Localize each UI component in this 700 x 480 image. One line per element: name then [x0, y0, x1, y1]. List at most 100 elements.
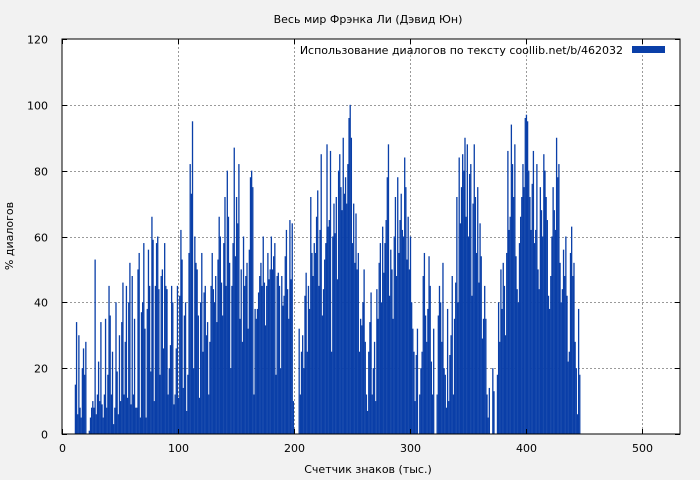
bar [501, 308, 503, 434]
plot-frame [61, 38, 681, 435]
bar [355, 213, 357, 434]
bar [424, 315, 427, 434]
bar [394, 197, 397, 434]
bar [369, 322, 371, 434]
bar [539, 187, 542, 435]
bar [108, 285, 110, 435]
bar [427, 308, 429, 434]
bar [238, 164, 240, 434]
bar [558, 164, 560, 434]
bar [304, 295, 306, 434]
bar [110, 394, 113, 434]
bar [399, 220, 401, 434]
bar [350, 137, 353, 434]
bar [348, 118, 350, 434]
bar [254, 308, 256, 434]
bar [284, 256, 286, 434]
bar [528, 170, 530, 435]
bar [467, 236, 470, 434]
bar [107, 374, 109, 434]
bar [155, 243, 158, 434]
bar [79, 407, 81, 434]
bar [482, 318, 485, 434]
bar [478, 282, 480, 434]
bar [535, 229, 537, 434]
bar [190, 193, 193, 434]
bar [496, 374, 499, 434]
bar [419, 394, 421, 434]
bar [82, 348, 85, 434]
bar [327, 226, 329, 435]
bar [510, 124, 513, 434]
bar [479, 223, 481, 434]
bar [384, 243, 386, 434]
bar [514, 144, 516, 434]
bar [540, 210, 543, 434]
bar [503, 285, 506, 435]
bar [517, 302, 519, 434]
bar [253, 394, 255, 434]
bar [430, 361, 433, 434]
bar [99, 401, 101, 434]
bar [383, 272, 385, 434]
bar [463, 170, 465, 435]
bar [271, 269, 274, 434]
bar [247, 328, 249, 434]
bar [475, 252, 478, 434]
bar [227, 216, 230, 434]
bar [492, 368, 494, 434]
bar [537, 269, 539, 434]
bar [269, 269, 271, 434]
bar [317, 190, 319, 434]
bar [264, 325, 267, 435]
bar [466, 144, 468, 434]
bar [205, 335, 208, 434]
bar [117, 414, 119, 434]
bar [119, 401, 122, 434]
bar [114, 407, 116, 434]
bar [474, 197, 477, 434]
bar [177, 397, 180, 434]
bar [522, 164, 524, 434]
bar [481, 338, 484, 434]
bar [416, 328, 419, 434]
bar [270, 236, 273, 434]
x-tick-label: 300 [400, 442, 421, 455]
bar [433, 328, 435, 434]
bar [546, 220, 548, 434]
bar [568, 351, 570, 434]
bar [273, 256, 275, 434]
bar [191, 121, 194, 434]
bar [564, 276, 566, 434]
bar [334, 233, 336, 434]
bar [359, 318, 362, 434]
bar [137, 269, 139, 434]
bar [180, 229, 182, 434]
x-tick-label: 100 [168, 442, 189, 455]
bar [484, 285, 486, 435]
bar [516, 289, 518, 434]
bar [219, 236, 221, 434]
bar [406, 259, 408, 434]
bar [573, 262, 575, 434]
bar [413, 351, 415, 434]
bar [159, 374, 161, 434]
bar [136, 407, 138, 434]
bar [398, 252, 400, 434]
bar [255, 318, 257, 434]
bar [452, 394, 455, 434]
bar [341, 210, 343, 434]
bar [196, 269, 198, 434]
bar [552, 187, 554, 435]
bar [443, 368, 445, 434]
bar [468, 173, 471, 434]
bar [115, 302, 117, 434]
bar [90, 407, 93, 434]
bar [377, 318, 379, 434]
bar [220, 282, 223, 434]
bar [554, 229, 557, 434]
chart-title: Весь мир Фрэнка Ли (Дэвид Юн) [274, 13, 463, 26]
bar [428, 256, 430, 434]
bar [198, 397, 201, 434]
bar [365, 394, 368, 434]
